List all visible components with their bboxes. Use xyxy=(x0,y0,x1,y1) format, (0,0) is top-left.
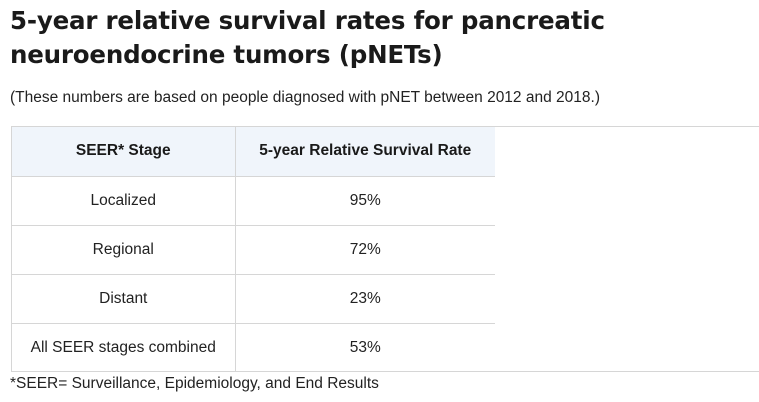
rate-cell: 95% xyxy=(349,191,381,209)
table-row: Regional 72% xyxy=(12,224,495,274)
rate-cell: 23% xyxy=(235,273,495,323)
stage-cell: All SEER stages combined xyxy=(12,322,236,372)
stage-cell: Distant xyxy=(12,273,236,323)
data-note: (These numbers are based on people diagn… xyxy=(10,89,600,106)
rate-cell: 53% xyxy=(235,322,495,372)
survival-rates-table: SEER* Stage 5-year Relative Survival Rat… xyxy=(12,127,495,372)
header-survival-rate: 5-year Relative Survival Rate xyxy=(235,127,495,177)
survival-table-container: SEER* Stage 5-year Relative Survival Rat… xyxy=(11,126,759,372)
table-row: Localized 95% xyxy=(12,176,495,225)
table-row: All SEER stages combined 53% xyxy=(12,322,495,372)
stage-cell: Localized xyxy=(12,176,236,225)
page-title: 5-year relative survival rates for pancr… xyxy=(10,6,605,69)
footnote: *SEER= Surveillance, Epidemiology, and E… xyxy=(10,375,379,392)
table-header-row: SEER* Stage 5-year Relative Survival Rat… xyxy=(12,127,495,177)
table-row: Distant 23% xyxy=(12,273,495,323)
header-seer-stage: SEER* Stage xyxy=(12,127,236,177)
stage-cell: Regional xyxy=(12,224,236,274)
rate-cell: 72% xyxy=(235,224,495,274)
